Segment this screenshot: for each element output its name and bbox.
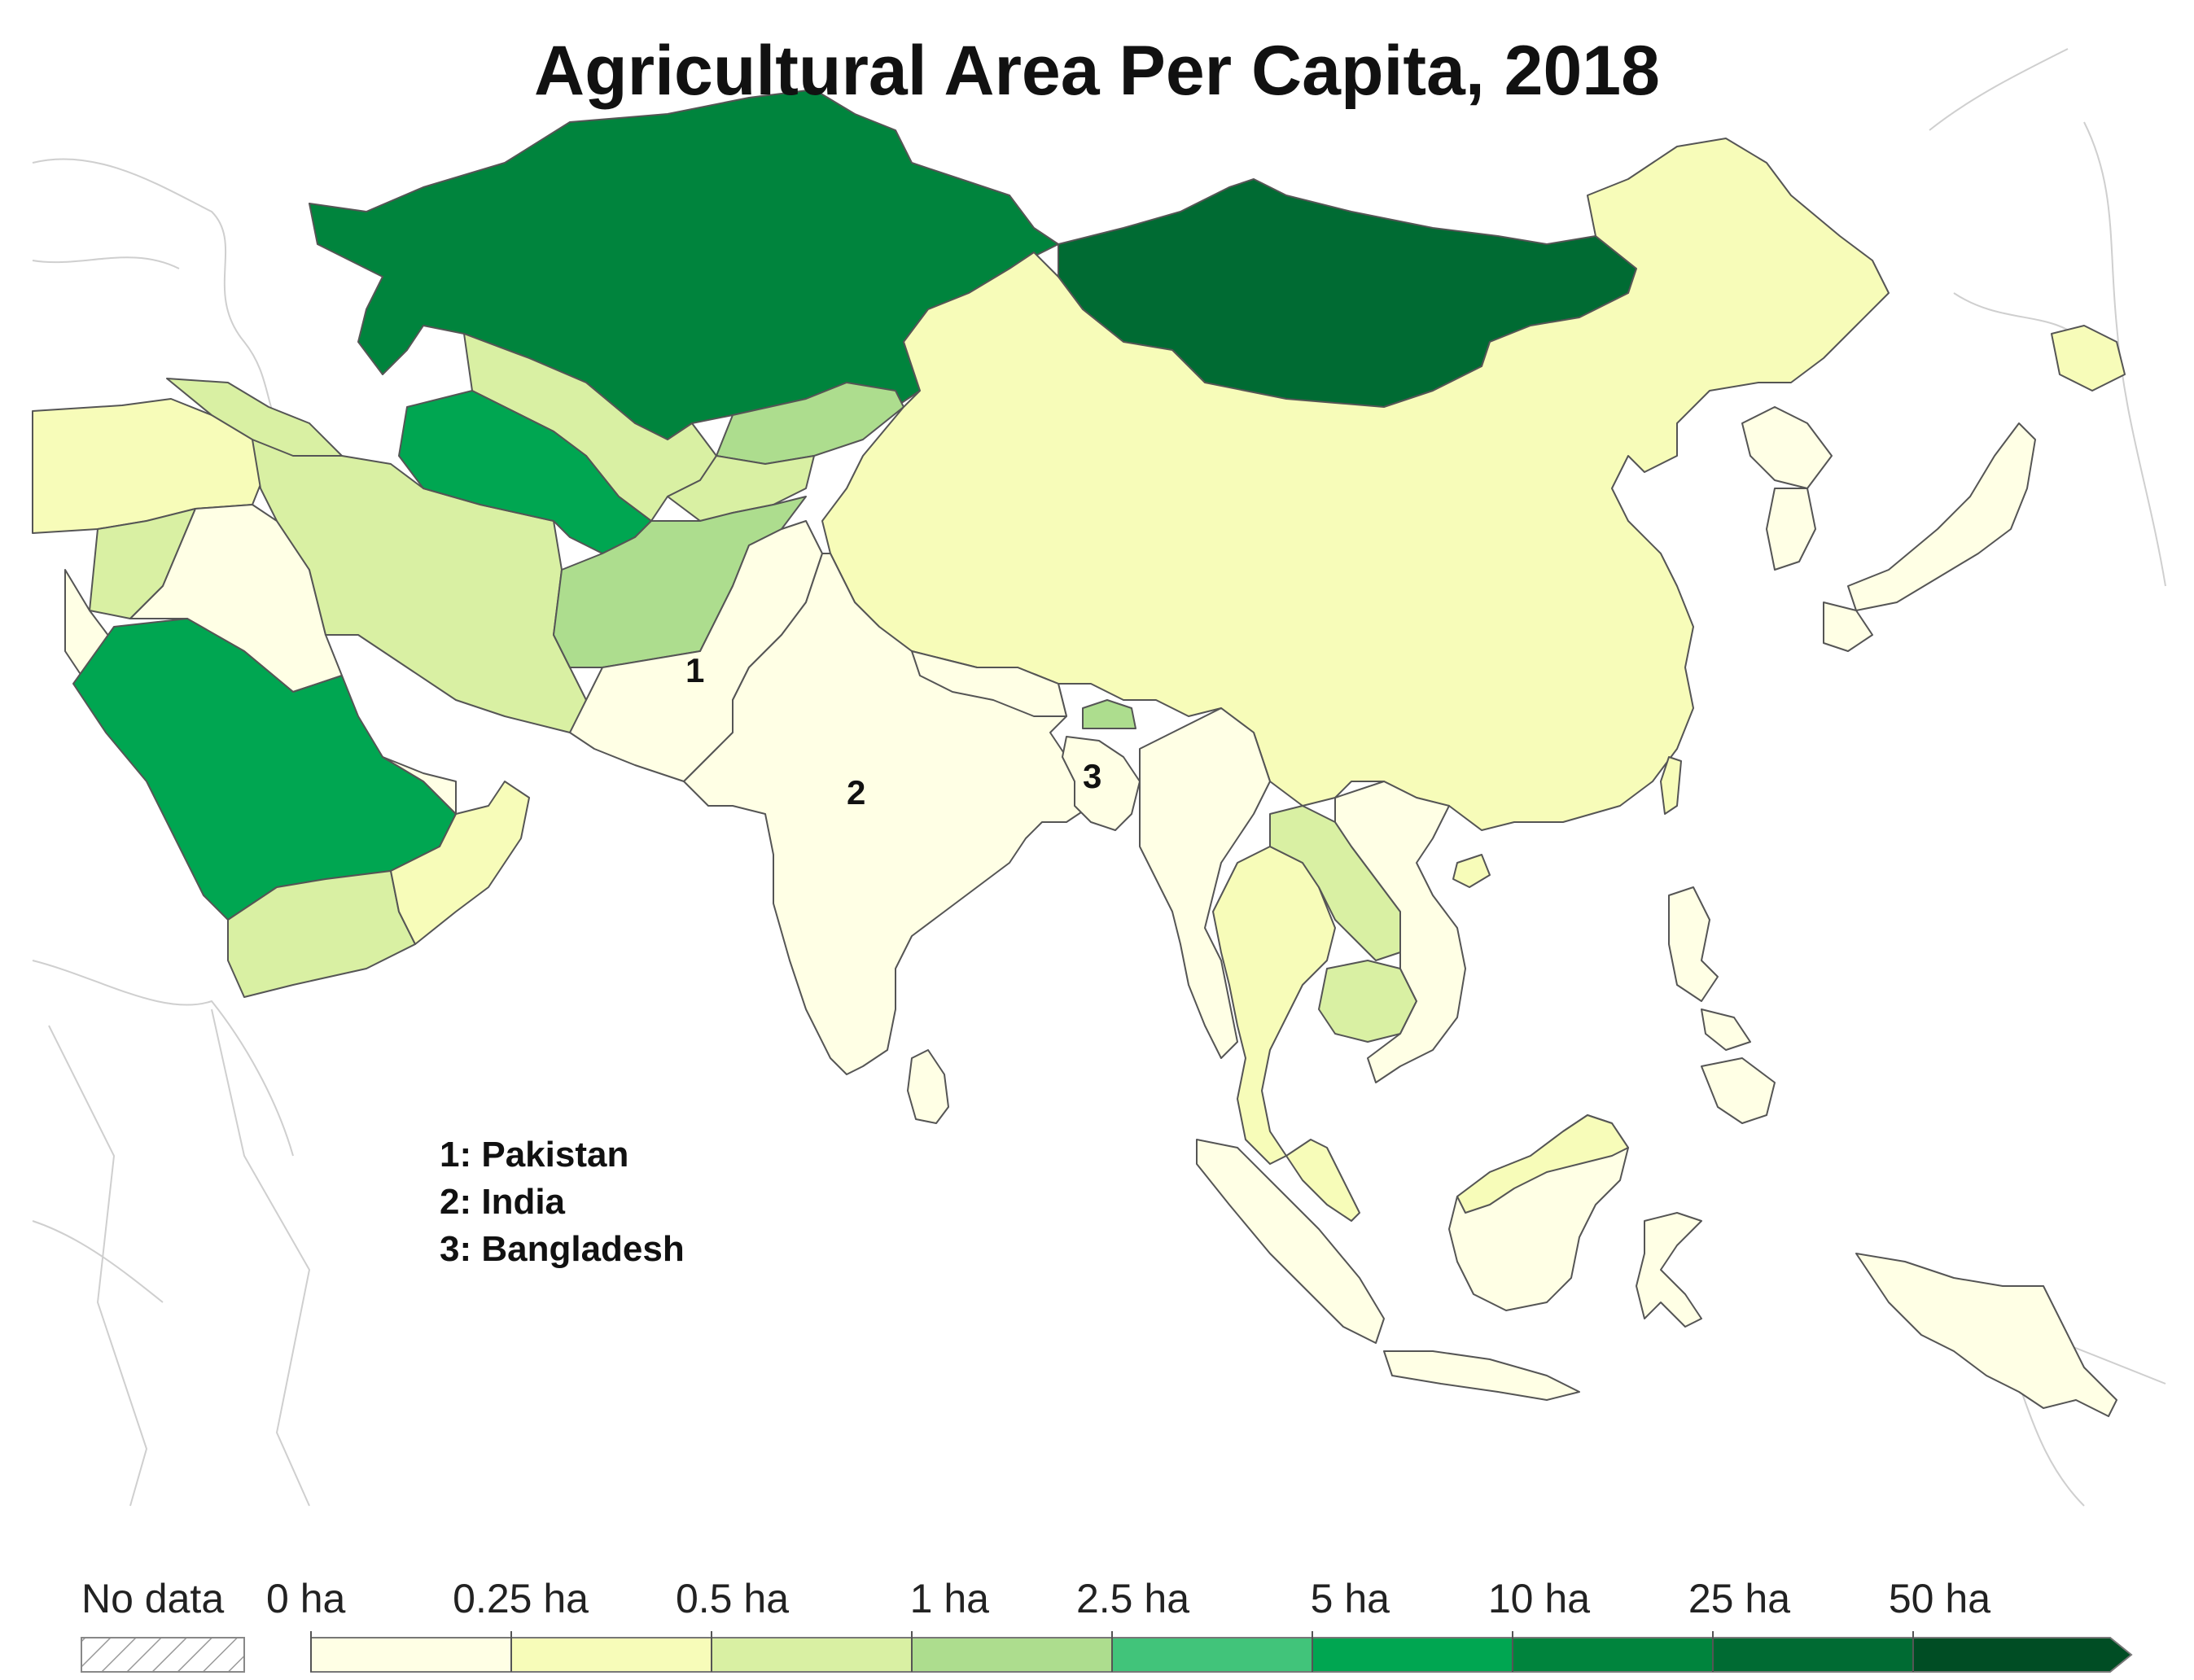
map-label-bangladesh: 3 [1083, 757, 1102, 795]
country-taiwan[interactable] [1660, 756, 1682, 815]
country-philippines-luzon[interactable] [1668, 886, 1719, 1002]
legend-swatch [310, 1637, 512, 1673]
legend-no-data-label: No data [81, 1576, 225, 1621]
map-title: Agricultural Area Per Capita, 2018 [534, 32, 1660, 110]
legend [81, 1631, 2133, 1673]
legend-bin-label: 10 ha [1487, 1576, 1590, 1621]
country-myanmar[interactable] [1139, 707, 1271, 1059]
country-note: 3: Bangladesh [440, 1229, 685, 1269]
country-sri-lanka[interactable] [907, 1049, 949, 1124]
countries [32, 89, 2126, 1417]
country-japan-hokkaido[interactable] [2051, 325, 2126, 392]
legend-bin-label: 0 ha [266, 1576, 346, 1621]
country-malaysia-peninsula[interactable] [1285, 1139, 1360, 1222]
legend-bin-label: 0.25 ha [453, 1576, 589, 1621]
legend-bin-label: 50 ha [1888, 1576, 1990, 1621]
map-label-india: 2 [847, 773, 866, 812]
legend-bins [310, 1631, 2133, 1673]
legend-swatch [711, 1637, 913, 1673]
country-uae[interactable] [382, 756, 457, 815]
legend-swatch [1912, 1637, 2133, 1673]
country-japan-honshu[interactable] [1847, 422, 2036, 611]
country-thailand[interactable] [1212, 846, 1336, 1165]
legend-bin-label: 5 ha [1310, 1576, 1390, 1621]
map-label-pakistan: 1 [685, 651, 705, 689]
legend-swatch [1312, 1637, 1513, 1673]
legend-bin-label: 2.5 ha [1075, 1576, 1189, 1621]
country-bangladesh[interactable] [1062, 736, 1141, 831]
country-oman[interactable] [390, 781, 530, 945]
country-japan-kyushu[interactable] [1823, 602, 1873, 652]
legend-swatch [911, 1637, 1113, 1673]
legend-no-data-swatch [81, 1637, 245, 1673]
country-vietnam[interactable] [1334, 781, 1466, 1083]
legend-bin-label: 25 ha [1688, 1576, 1790, 1621]
legend-swatch [1111, 1637, 1313, 1673]
country-philippines-mindanao[interactable] [1701, 1057, 1776, 1124]
country-north-korea[interactable] [1741, 406, 1833, 489]
legend-bin-label: 1 ha [909, 1576, 989, 1621]
country-notes: 1: Pakistan 2: India 3: Bangladesh [440, 1131, 685, 1273]
country-note: 1: Pakistan [440, 1135, 629, 1175]
country-hainan[interactable] [1452, 854, 1491, 888]
country-philippines-visayas[interactable] [1701, 1008, 1751, 1051]
country-bhutan[interactable] [1082, 699, 1136, 729]
country-sumatra[interactable] [1196, 1139, 1385, 1344]
country-china[interactable] [821, 138, 1890, 831]
background-outlines [32, 48, 2166, 1507]
country-new-guinea[interactable] [1855, 1253, 2117, 1417]
country-sulawesi[interactable] [1636, 1212, 1702, 1328]
country-south-korea[interactable] [1766, 488, 1816, 571]
country-java[interactable] [1383, 1350, 1580, 1401]
legend-swatch [1712, 1637, 1914, 1673]
legend-bin-label: 0.5 ha [675, 1576, 789, 1621]
country-note: 2: India [440, 1182, 566, 1222]
legend-swatch [510, 1637, 712, 1673]
country-nepal[interactable] [911, 650, 1067, 717]
country-malaysia-borneo[interactable] [1456, 1114, 1629, 1214]
legend-swatch [1512, 1637, 1714, 1673]
